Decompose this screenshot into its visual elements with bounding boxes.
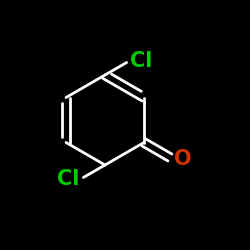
Text: Cl: Cl xyxy=(130,51,153,71)
Text: O: O xyxy=(174,149,191,169)
Text: Cl: Cl xyxy=(57,169,80,189)
